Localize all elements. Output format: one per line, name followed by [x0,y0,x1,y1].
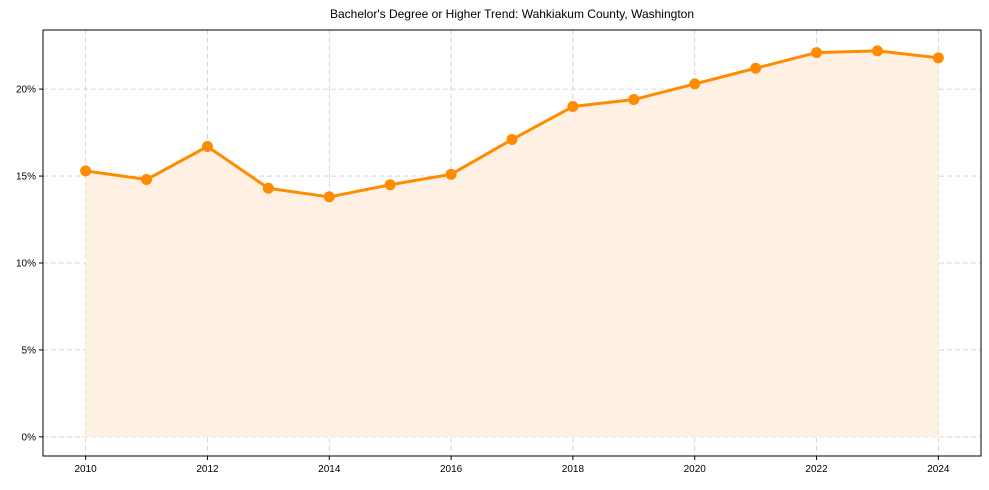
x-tick-label: 2014 [318,464,341,475]
data-markers [80,45,944,203]
data-point [323,191,335,203]
data-point [628,94,640,106]
data-point [567,101,579,113]
y-axis: 0% 5% 10% 15% 20% [16,85,43,443]
y-tick-label: 20% [16,85,36,96]
data-point [811,47,823,59]
data-point [141,174,153,186]
data-point [750,62,762,74]
data-point [871,45,883,57]
y-tick-label: 10% [16,258,36,269]
data-point [932,52,944,64]
data-point [445,168,457,180]
x-tick-label: 2020 [684,464,707,475]
x-tick-label: 2012 [196,464,219,475]
x-tick-label: 2016 [440,464,463,475]
data-point [80,165,92,177]
plot-frame [42,29,982,457]
chart-title: Bachelor's Degree or Higher Trend: Wahki… [329,7,694,21]
y-tick-label: 0% [22,432,37,443]
y-tick-label: 5% [22,345,37,356]
x-tick-label: 2022 [805,464,828,475]
data-point [384,179,396,191]
data-point [262,182,274,194]
y-tick-label: 15% [16,172,36,183]
x-tick-label: 2024 [927,464,950,475]
area-fill [85,50,939,437]
x-tick-label: 2010 [75,464,98,475]
data-point [506,134,518,146]
x-axis: 2010 2012 2014 2016 2018 2020 2022 2024 [75,456,950,475]
x-tick-label: 2018 [562,464,585,475]
data-point [689,78,701,90]
data-point [201,140,213,152]
